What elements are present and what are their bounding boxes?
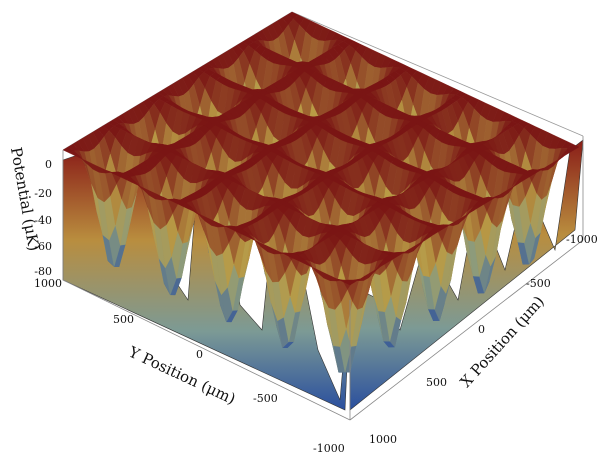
y-tick-0: 1000 <box>34 277 62 290</box>
z-tick-4: -80 <box>34 265 52 278</box>
box-front-edges <box>62 136 584 421</box>
surface-cell <box>343 279 356 286</box>
potential-surface <box>62 11 580 373</box>
y-tick-1: 500 <box>113 313 134 326</box>
x-tick-2: 0 <box>478 323 485 336</box>
y-tick-4: -1000 <box>313 442 345 455</box>
y-tick-2: 0 <box>196 348 203 361</box>
z-tick-0: 0 <box>45 158 52 171</box>
x-tick-0: -1000 <box>566 233 598 246</box>
z-tick-1: -20 <box>34 187 52 200</box>
z-tick-3: -60 <box>34 240 52 253</box>
y-tick-3: -500 <box>253 392 278 405</box>
x-tick-4: 1000 <box>369 433 397 446</box>
x-tick-3: 500 <box>426 376 447 389</box>
z-axis: 0 -20 -40 -60 -80 Potential (μK) <box>7 146 52 278</box>
z-tick-2: -40 <box>34 214 52 227</box>
x-tick-1: -500 <box>526 277 551 290</box>
